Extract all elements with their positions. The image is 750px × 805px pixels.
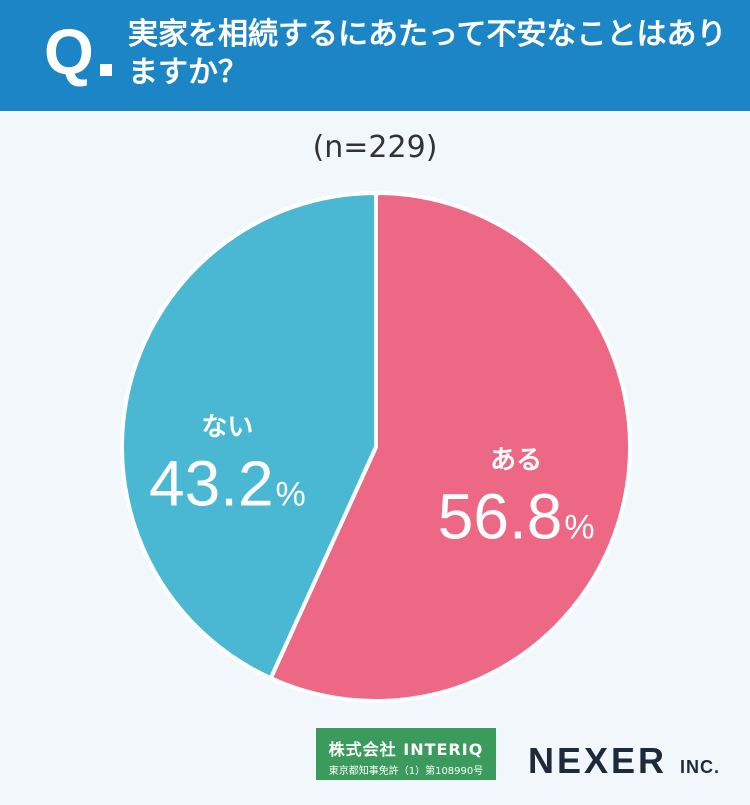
badge-company-name: 株式会社 INTERIQ [328, 740, 484, 759]
pie-value-unit-1: % [276, 475, 306, 513]
pie-category-label-1: ない [201, 412, 253, 442]
pie-slice-0 [268, 191, 632, 703]
q-mark: Q [44, 16, 94, 88]
pie-value-number-1: 43.2 [149, 447, 274, 519]
question-header: Q 実家を相続するにあたって不安なことはありますか？ [0, 0, 750, 111]
pie-label-group-1: ない 43.2% [149, 412, 306, 519]
pie-value-label-0: 56.8% [438, 480, 595, 552]
question-text: 実家を相続するにあたって不安なことはありますか？ [128, 17, 727, 90]
company-badge: 株式会社 INTERIQ 東京都知事免許（1）第108990号 [316, 728, 496, 780]
pie-value-number-0: 56.8 [438, 480, 563, 552]
pie-label-group-0: ある 56.8% [438, 445, 595, 552]
pie-value-label-1: 43.2% [149, 447, 306, 519]
q-dot-icon [100, 64, 112, 76]
pie-value-unit-0: % [564, 508, 594, 546]
badge-license: 東京都知事免許（1）第108990号 [328, 766, 484, 777]
nexer-brand: NEXER [528, 740, 668, 781]
pie-slice-1 [120, 191, 378, 681]
nexer-suffix: INC. [680, 757, 721, 777]
pie-category-label-0: ある [490, 445, 542, 475]
sample-size: (n=229) [312, 130, 438, 165]
nexer-logo: NEXER INC. [528, 740, 720, 782]
